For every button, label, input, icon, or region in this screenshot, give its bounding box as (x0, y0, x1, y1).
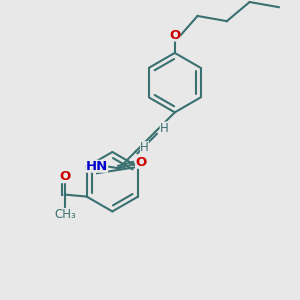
Text: H: H (140, 141, 149, 154)
Text: O: O (59, 170, 70, 183)
Text: HN: HN (86, 160, 108, 173)
Text: O: O (135, 156, 146, 169)
Text: O: O (169, 28, 180, 42)
Text: CH₃: CH₃ (54, 208, 76, 221)
Text: H: H (160, 122, 168, 134)
